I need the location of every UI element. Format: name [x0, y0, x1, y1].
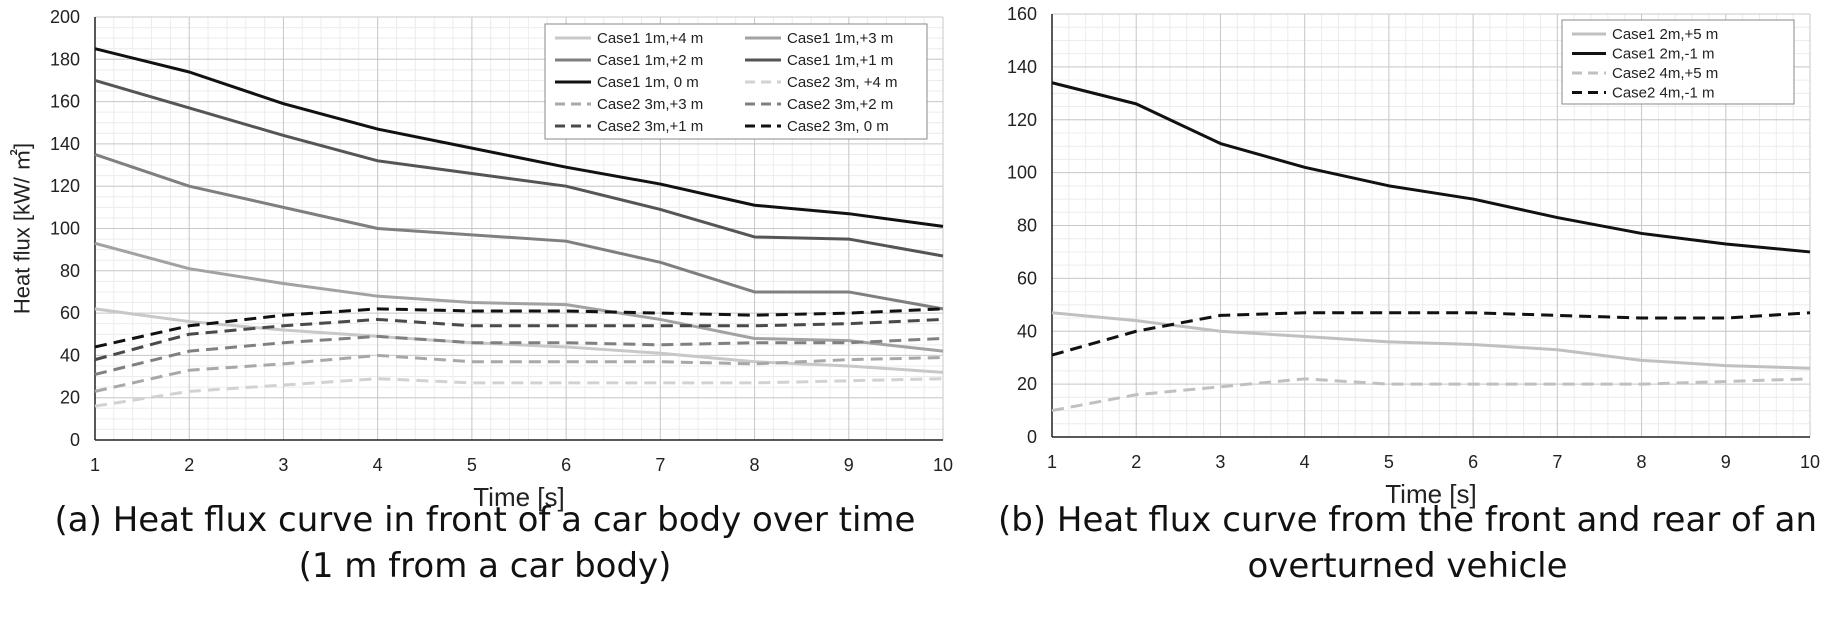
chart-a-x-axis-label: Time [s] [473, 482, 564, 512]
chart-a-legend-label-9: Case2 3m,+1 m [597, 118, 703, 135]
chart-b-x-tick-label: 6 [1468, 452, 1478, 472]
chart-a-series-line-7 [94, 353, 944, 393]
chart-a-legend-label-6: Case2 3m, +4 m [787, 74, 897, 91]
chart-a-x-tick-label: 8 [750, 455, 760, 475]
chart-b-legend: Case1 2m,+5 m Case1 2m,-1 m Case2 4m,+5 m C… [1561, 19, 1795, 105]
chart-a-y-tick-label: 20 [60, 388, 80, 408]
chart-a-x-tick-label: 3 [278, 455, 288, 475]
chart-a-series-line-10 [94, 307, 944, 349]
chart-b-legend-label-3: Case2 4m,+5 m [1612, 65, 1718, 82]
chart-b-y-tick-label: 60 [1017, 268, 1037, 288]
chart-a-legend-label-4: Case1 1m,+1 m [787, 52, 893, 69]
chart-b-y-tick-label: 160 [1007, 4, 1037, 24]
chart-b-series-line-2 [1051, 81, 1811, 254]
chart-a-legend-label-5: Case1 1m, 0 m [597, 74, 699, 91]
chart-a-legend-label-2: Case1 1m,+3 m [787, 30, 893, 47]
chart-a-y-tick-label: 140 [50, 134, 80, 154]
chart-a-y-tick-label: 200 [50, 7, 80, 27]
chart-a-y-tick-label: 40 [60, 345, 80, 365]
chart-b-y-tick-label: 0 [1027, 427, 1037, 447]
chart-a-y-tick-label: 180 [50, 49, 80, 69]
chart-b-legend-label-4: Case2 4m,-1 m [1612, 85, 1715, 102]
chart-b-legend-label-1: Case1 2m,+5 m [1612, 26, 1718, 43]
chart-a-x-tick-label: 6 [561, 455, 571, 475]
caption-a: (a) Heat flux curve in front of a car bo… [20, 497, 950, 589]
chart-a-y-tick-label: 80 [60, 261, 80, 281]
caption-b-line1: (b) Heat flux curve from the front and r… [997, 500, 1818, 540]
chart-a-legend: Case1 1m,+4 m Case1 1m,+3 m Case1 1m,+2 m C… [544, 23, 928, 140]
chart-a-x-tick-label: 1 [90, 455, 100, 475]
chart-a-series-line-2 [94, 241, 944, 353]
chart-a-x-tick-label: 2 [184, 455, 194, 475]
chart-b-y-tick-label: 100 [1007, 163, 1037, 183]
chart-panel-a: 0 20 40 60 80 100 120 140 160 180 200 1 2 3 4 5 6 7 8 9 10 Ti… [10, 7, 954, 512]
chart-a-series-line-8 [94, 334, 944, 376]
chart-a-y-tick-label: 120 [50, 176, 80, 196]
chart-b-legend-label-2: Case1 2m,-1 m [1612, 46, 1715, 63]
chart-a-legend-label-8: Case2 3m,+2 m [787, 96, 893, 113]
caption-a-line1: (a) Heat flux curve in front of a car bo… [54, 500, 916, 540]
chart-b-y-tick-label: 80 [1017, 216, 1037, 236]
chart-b-x-tick-label: 10 [1800, 452, 1820, 472]
chart-a-legend-label-7: Case2 3m,+3 m [597, 96, 703, 113]
chart-a-legend-box [544, 23, 928, 140]
chart-b-series-line-4 [1051, 311, 1811, 357]
caption-b: (b) Heat flux curve from the front and r… [985, 497, 1830, 589]
chart-b-y-tick-label: 120 [1007, 110, 1037, 130]
chart-b-x-tick-label: 3 [1215, 452, 1225, 472]
chart-a-series-line-1 [94, 307, 944, 374]
chart-b-series-line-1 [1051, 311, 1811, 370]
chart-b-x-tick-label: 9 [1721, 452, 1731, 472]
chart-a-series-line-4 [94, 79, 944, 258]
chart-a-y-axis-label: Heat flux [kW/ ㎡] [10, 143, 35, 314]
caption-b-line2: overturned vehicle [1247, 546, 1568, 586]
caption-a-line2: (1 m from a car body) [298, 546, 672, 586]
chart-a-y-tick-label: 60 [60, 303, 80, 323]
chart-a-legend-label-3: Case1 1m,+2 m [597, 52, 703, 69]
chart-b-y-tick-label: 20 [1017, 374, 1037, 394]
chart-b-x-tick-label: 2 [1131, 452, 1141, 472]
chart-b-x-tick-label: 1 [1047, 452, 1057, 472]
chart-a-y-tick-label: 100 [50, 219, 80, 239]
chart-b-x-tick-label: 5 [1384, 452, 1394, 472]
chart-a-y-tick-label: 0 [70, 430, 80, 450]
chart-a-series-line-9 [94, 317, 944, 362]
chart-b-y-tick-label: 40 [1017, 321, 1037, 341]
chart-a-series-line-5 [94, 47, 944, 228]
chart-a-x-tick-label: 7 [655, 455, 665, 475]
chart-a-legend-label-10: Case2 3m, 0 m [787, 118, 889, 135]
chart-b-series-group [1051, 81, 1811, 413]
chart-b-x-tick-label: 8 [1637, 452, 1647, 472]
chart-a-series-line-6 [94, 377, 944, 408]
chart-b-series-line-3 [1051, 377, 1811, 413]
chart-a-legend-label-1: Case1 1m,+4 m [597, 30, 703, 47]
chart-a-series-line-3 [94, 153, 944, 311]
chart-b-y-tick-label: 140 [1007, 57, 1037, 77]
chart-panel-b: 0 20 40 60 80 100 120 140 160 1 2 3 4 5 6 7 8 9 10 Time [s]… [1007, 4, 1820, 509]
chart-b-x-tick-label: 7 [1552, 452, 1562, 472]
chart-b-x-axis-label: Time [s] [1385, 479, 1476, 509]
chart-b-x-tick-label: 4 [1300, 452, 1310, 472]
chart-a-x-tick-label: 4 [373, 455, 383, 475]
chart-a-x-tick-label: 10 [933, 455, 953, 475]
chart-a-x-tick-label: 9 [844, 455, 854, 475]
chart-a-x-tick-label: 5 [467, 455, 477, 475]
chart-a-y-tick-label: 160 [50, 92, 80, 112]
chart-a-series-group [94, 47, 944, 408]
